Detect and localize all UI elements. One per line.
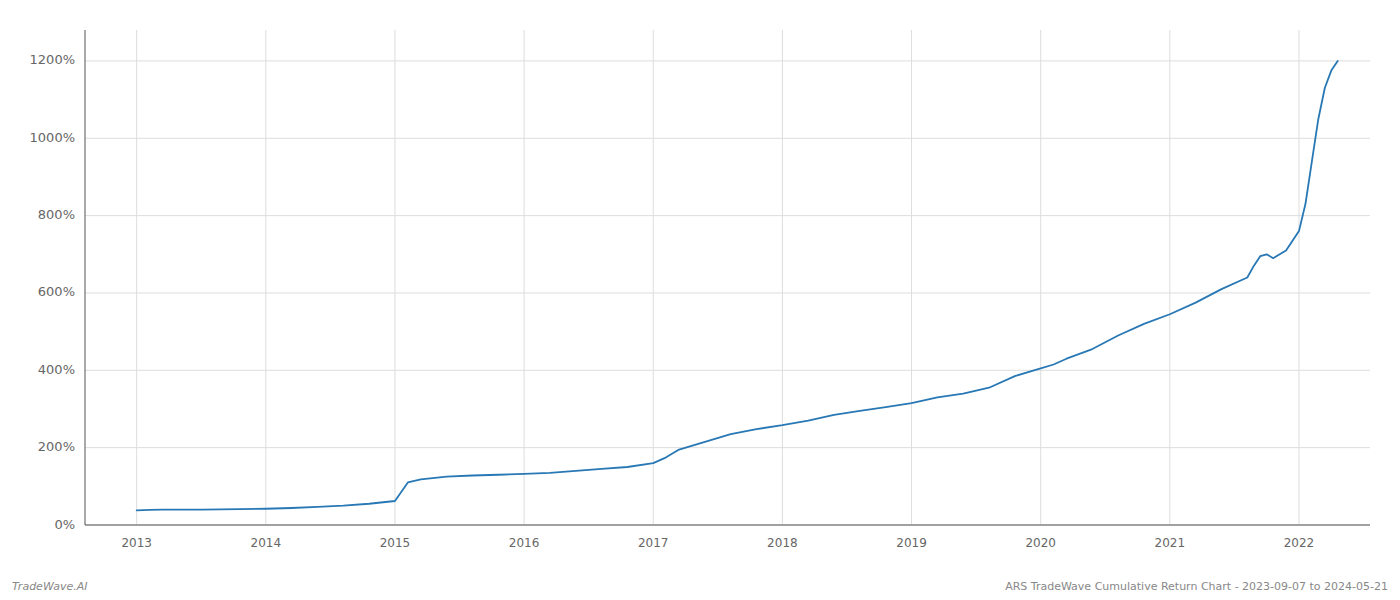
y-grid-line: [85, 215, 1370, 216]
y-grid-line: [85, 370, 1370, 371]
y-grid-line: [85, 447, 1370, 448]
y-tick-label: 1000%: [30, 130, 75, 145]
line: [137, 61, 1338, 510]
x-grid-line: [782, 30, 783, 525]
y-tick-label: 1200%: [30, 52, 75, 67]
footer-right: ARS TradeWave Cumulative Return Chart - …: [1005, 580, 1388, 593]
axes: 0% 200% 400% 600% 800% 1000% 1200% 2013 2014 2015…: [30, 30, 1370, 550]
x-grid-line: [1298, 30, 1299, 525]
y-grid-line: [85, 292, 1370, 293]
x-tick-label: 2022: [1284, 536, 1315, 550]
y-tick-label: 0%: [54, 517, 75, 532]
y-tick-label: 800%: [38, 207, 75, 222]
y-tick-label: 400%: [38, 362, 75, 377]
chart: 0% 200% 400% 600% 800% 1000% 1200% 2013 2014 2015…: [0, 0, 1400, 600]
x-grid-line: [524, 30, 525, 525]
x-grid-line: [394, 30, 395, 525]
x-grid-line: [1169, 30, 1170, 525]
x-grid-line: [653, 30, 654, 525]
x-grid-line: [136, 30, 137, 525]
plot-area: [137, 61, 1338, 510]
x-grid-line: [911, 30, 912, 525]
footer-left: TradeWave.AI: [12, 580, 87, 593]
y-grid-line: [85, 138, 1370, 139]
x-grid-line: [1040, 30, 1041, 525]
x-tick-label: 2013: [121, 536, 152, 550]
grid: [85, 30, 1370, 525]
x-tick-label: 2014: [251, 536, 282, 550]
x-tick-label: 2020: [1025, 536, 1056, 550]
x-tick-label: 2019: [896, 536, 927, 550]
x-tick-label: 2021: [1155, 536, 1186, 550]
x-tick-label: 2016: [509, 536, 540, 550]
x-grid-line: [265, 30, 266, 525]
y-tick-label: 200%: [38, 439, 75, 454]
x-tick-label: 2018: [767, 536, 798, 550]
y-grid-line: [85, 60, 1370, 61]
x-tick-label: 2015: [380, 536, 411, 550]
y-axis-line: [85, 30, 86, 525]
y-grid-line: [85, 525, 1370, 526]
x-tick-label: 2017: [638, 536, 669, 550]
x-axis-line: [85, 525, 1370, 526]
y-tick-label: 600%: [38, 284, 75, 299]
